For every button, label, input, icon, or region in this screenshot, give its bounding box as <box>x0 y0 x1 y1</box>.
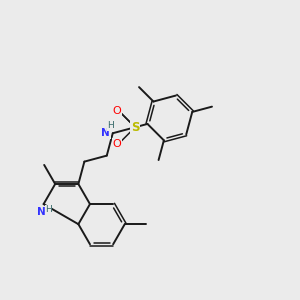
Text: H: H <box>45 205 52 214</box>
Text: O: O <box>113 139 122 149</box>
Text: N: N <box>101 128 110 138</box>
Text: O: O <box>113 106 122 116</box>
Text: N: N <box>37 206 46 217</box>
Text: S: S <box>131 121 140 134</box>
Text: H: H <box>107 121 114 130</box>
